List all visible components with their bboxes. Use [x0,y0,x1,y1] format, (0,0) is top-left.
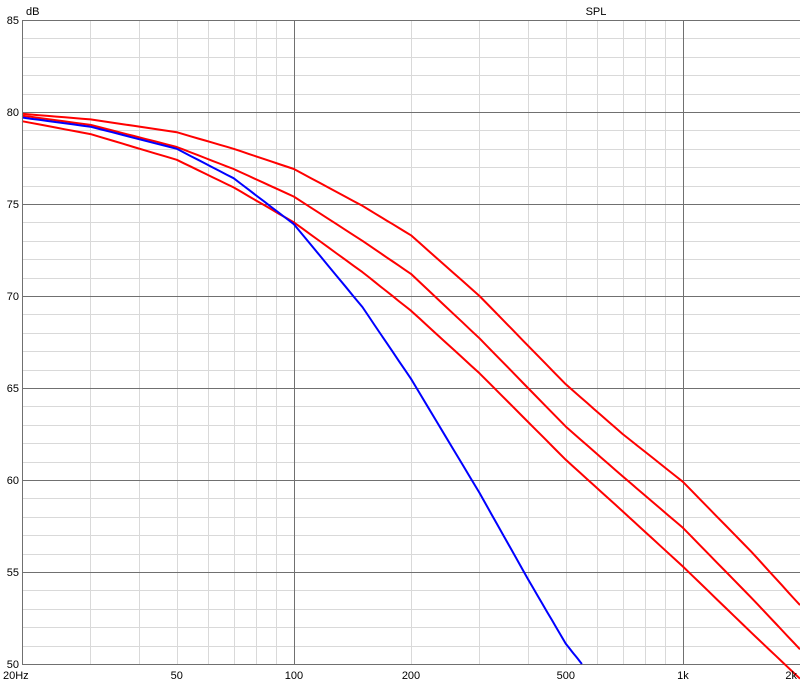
x-tick-labels: 20Hz 50 100 200 500 1k 2k [3,670,797,682]
chart-title: SPL [586,6,607,18]
x-tick-label: 100 [285,670,303,682]
x-tick-label: 50 [171,670,183,682]
x-tick-label: 1k [677,670,689,682]
series-line-4 [21,116,583,665]
x-tick-label: 2k [785,670,797,682]
y-tick-label: 85 [7,15,19,27]
y-tick-label: 60 [7,475,19,487]
x-tick-label: 200 [402,670,420,682]
y-tick-label: 65 [7,383,19,395]
x-tick-label: 500 [557,670,575,682]
series-line-1 [21,112,800,606]
y-tick-labels: 50 55 60 65 70 75 80 85 [7,15,19,671]
y-tick-label: 55 [7,567,19,579]
y-axis-label: dB [26,6,39,18]
y-tick-label: 50 [7,659,19,671]
y-tick-label: 70 [7,291,19,303]
x-tick-label: 20Hz [3,670,29,682]
y-tick-label: 80 [7,107,19,119]
plot-border [22,20,800,664]
y-tick-label: 75 [7,199,19,211]
series-layer [21,112,800,680]
series-line-3 [21,120,800,680]
series-line-2 [21,114,800,650]
